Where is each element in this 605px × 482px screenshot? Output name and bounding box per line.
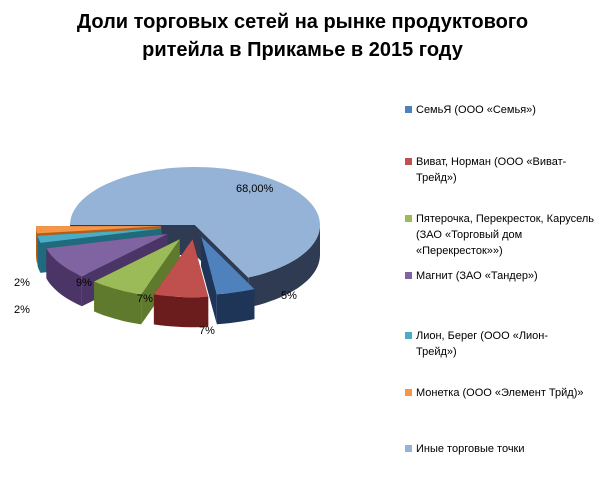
- legend-swatch: [405, 389, 412, 396]
- data-label-6: 68,00%: [236, 183, 274, 195]
- data-label-1: 7%: [199, 325, 215, 337]
- data-label-3: 9%: [76, 277, 92, 289]
- title-line-2: ритейла в Прикамье в 2015 году: [142, 39, 463, 61]
- legend-item-pyaterochka: Пятерочка, Перекресток, Карусель (ЗАО «Т…: [405, 211, 600, 259]
- legend-item-other: Иные торговые точки: [405, 441, 605, 457]
- slice-side-3: [46, 248, 82, 307]
- slice-side-2: [94, 281, 142, 325]
- legend-swatch: [405, 445, 412, 452]
- legend-item-semya: СемьЯ (ООО «Семья»): [405, 102, 605, 118]
- slice-side-6: [248, 225, 320, 308]
- data-label-0: 5%: [281, 290, 297, 302]
- slice-3: [46, 233, 168, 277]
- legend-item-magnit: Магнит (ЗАО «Тандер»): [405, 268, 605, 284]
- legend-label: Монетка (ООО «Элемент Трйд)»: [416, 387, 584, 399]
- legend-label: СемьЯ (ООО «Семья»): [416, 104, 536, 116]
- slice-1: [153, 239, 209, 298]
- legend-item-lion: Лион, Берег (ООО «Лион-Трейд»): [405, 328, 575, 360]
- slice-2: [94, 239, 180, 295]
- slice-side-0: [216, 289, 255, 325]
- slice-wall-0-1: [201, 236, 217, 325]
- legend-swatch: [405, 106, 412, 113]
- legend-label: Лион, Берег (ООО «Лион-Трейд»): [416, 330, 549, 358]
- data-label-5: 2%: [14, 277, 30, 289]
- legend-swatch: [405, 272, 412, 279]
- legend-label: Иные торговые точки: [416, 443, 525, 455]
- legend-swatch: [405, 332, 412, 339]
- legend-swatch: [405, 158, 412, 165]
- legend-label: Виват, Норман (ООО «Виват-Трейд»): [416, 156, 567, 184]
- title-line-1: Доли торговых сетей на рынке продуктовог…: [76, 11, 529, 33]
- legend-item-vivat: Виват, Норман (ООО «Виват-Трейд»): [405, 154, 590, 186]
- data-label-2: 7%: [137, 293, 153, 305]
- slice-6: [70, 167, 320, 278]
- slice-side-5: [36, 226, 38, 264]
- slice-side-1: [153, 294, 209, 328]
- legend-swatch: [405, 215, 412, 222]
- legend-label: Магнит (ЗАО «Тандер»): [416, 270, 538, 282]
- slice-5: [36, 226, 162, 234]
- legend-item-monetka: Монетка (ООО «Элемент Трйд)»: [405, 385, 605, 401]
- slice-side-4: [37, 235, 41, 273]
- data-label-4: 2%: [14, 304, 30, 316]
- legend-label: Пятерочка, Перекресток, Карусель (ЗАО «Т…: [416, 213, 594, 257]
- chart-title: Доли торговых сетей на рынке продуктовог…: [0, 8, 605, 64]
- slice-4: [37, 228, 162, 243]
- slice-0: [201, 236, 255, 295]
